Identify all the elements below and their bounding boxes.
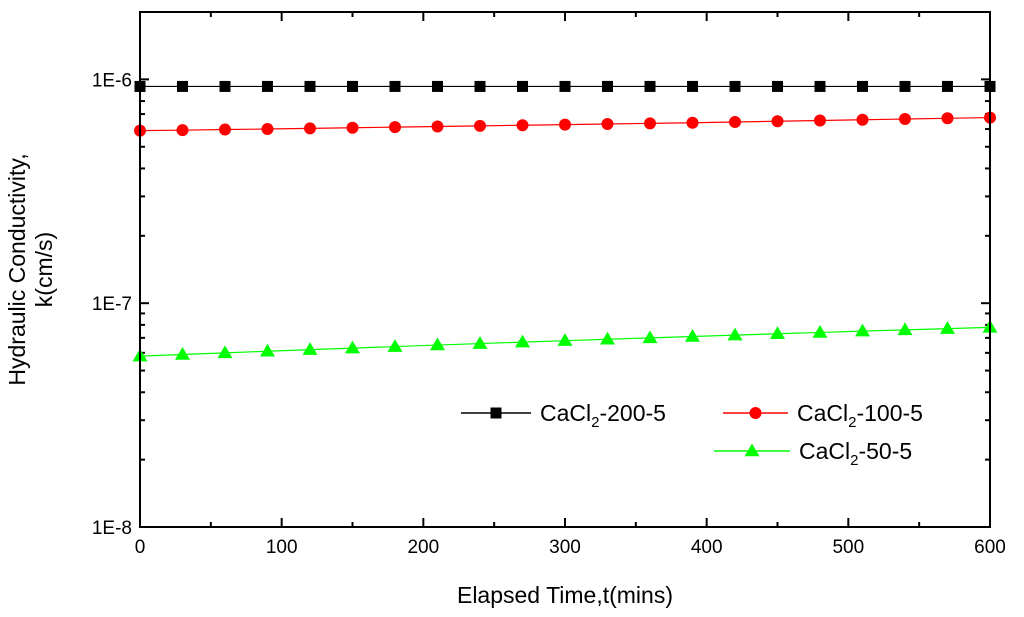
data-point: [602, 80, 613, 92]
x-tick-label: 100: [266, 537, 298, 558]
legend-label-suffix: -200-5: [599, 400, 665, 426]
data-point: [559, 118, 571, 131]
data-point: [304, 80, 316, 92]
data-point: [219, 80, 231, 92]
data-point: [517, 80, 528, 92]
data-point: [389, 121, 401, 134]
data-point: [642, 330, 658, 344]
series-layer: [132, 80, 998, 362]
data-point: [431, 120, 444, 133]
y-tick-label: 1E-8: [92, 518, 132, 539]
data-point: [302, 342, 318, 355]
data-point: [687, 80, 698, 92]
data-point: [260, 343, 275, 357]
data-point: [686, 116, 699, 129]
legend-label-main: CaCl: [799, 438, 850, 464]
data-point: [644, 117, 656, 130]
x-tick-label: 200: [407, 537, 439, 558]
data-point: [347, 80, 358, 92]
data-point: [515, 334, 530, 348]
data-point: [812, 324, 828, 338]
series-2: [132, 319, 998, 362]
y-axis-title-line-2: k(cm/s): [31, 232, 57, 307]
x-axis-title: Elapsed Time,t(mins): [457, 582, 673, 608]
data-point: [345, 340, 360, 354]
data-point: [729, 80, 741, 92]
data-point: [176, 124, 189, 137]
data-point: [387, 339, 403, 352]
x-tick-label: 300: [549, 537, 581, 558]
data-point: [430, 337, 445, 351]
data-point: [304, 122, 316, 135]
legend-item: CaCl2-50-5: [714, 438, 912, 469]
legend-label: CaCl2-50-5: [799, 438, 912, 469]
data-point: [472, 336, 488, 349]
data-point: [262, 80, 273, 92]
legend-label-suffix: -100-5: [856, 400, 922, 426]
y-tick-label: 1E-7: [92, 294, 132, 315]
data-point: [942, 80, 953, 92]
data-point: [261, 123, 274, 136]
data-point: [770, 326, 785, 340]
data-point: [814, 114, 826, 127]
data-point: [729, 115, 741, 128]
x-tick-label: 600: [974, 537, 1006, 558]
data-point: [557, 333, 573, 346]
legend-marker: [749, 407, 762, 419]
data-point: [857, 80, 868, 92]
legend-label-suffix: -50-5: [858, 438, 912, 464]
data-point: [217, 345, 233, 359]
x-tick-label: 400: [691, 537, 723, 558]
legend-marker: [744, 443, 760, 457]
data-point: [814, 80, 826, 92]
x-tick-label: 0: [135, 537, 146, 558]
y-axis-title: Hydraulic Conductivity, k(cm/s): [4, 153, 57, 385]
data-point: [432, 80, 443, 92]
data-point: [771, 115, 784, 128]
legend-label: CaCl2-100-5: [797, 400, 923, 431]
ticks-layer: 0 100 200 300 400 500 600 1E-8 1E-7 1E-6: [92, 12, 1006, 558]
data-point: [219, 123, 231, 136]
y-axis-title-line-1: Hydraulic Conductivity,: [4, 153, 30, 385]
data-point: [389, 80, 401, 92]
data-point: [772, 80, 783, 92]
legend-label: CaCl2-200-5: [540, 400, 666, 431]
legend-label-subscript: 2: [591, 414, 599, 431]
data-point: [175, 346, 190, 360]
data-point: [601, 117, 614, 130]
x-tick-label: 500: [832, 537, 864, 558]
data-point: [727, 327, 743, 341]
series-0: [134, 80, 996, 92]
data-point: [940, 321, 955, 334]
legend-label-subscript: 2: [848, 414, 856, 431]
data-point: [899, 80, 911, 92]
data-point: [559, 80, 571, 92]
legend-label-main: CaCl: [797, 400, 848, 426]
plot-frame: [139, 11, 991, 528]
y-tick-label: 1E-6: [92, 70, 132, 91]
data-point: [644, 80, 656, 92]
legend-item: CaCl2-200-5: [461, 400, 666, 431]
series-1: [134, 111, 996, 137]
data-point: [516, 119, 529, 132]
data-point: [685, 328, 700, 342]
legend-marker: [490, 407, 502, 419]
data-point: [177, 80, 188, 92]
data-point: [474, 119, 486, 132]
data-point: [899, 113, 911, 126]
legend-label-subscript: 2: [850, 452, 858, 469]
data-point: [897, 322, 913, 336]
legend-label-main: CaCl: [540, 400, 591, 426]
data-point: [941, 112, 954, 125]
data-point: [856, 113, 869, 126]
data-point: [346, 121, 359, 134]
legend-item: CaCl2-100-5: [723, 400, 923, 431]
data-point: [600, 331, 615, 345]
data-point: [474, 80, 486, 92]
data-point: [855, 323, 870, 337]
